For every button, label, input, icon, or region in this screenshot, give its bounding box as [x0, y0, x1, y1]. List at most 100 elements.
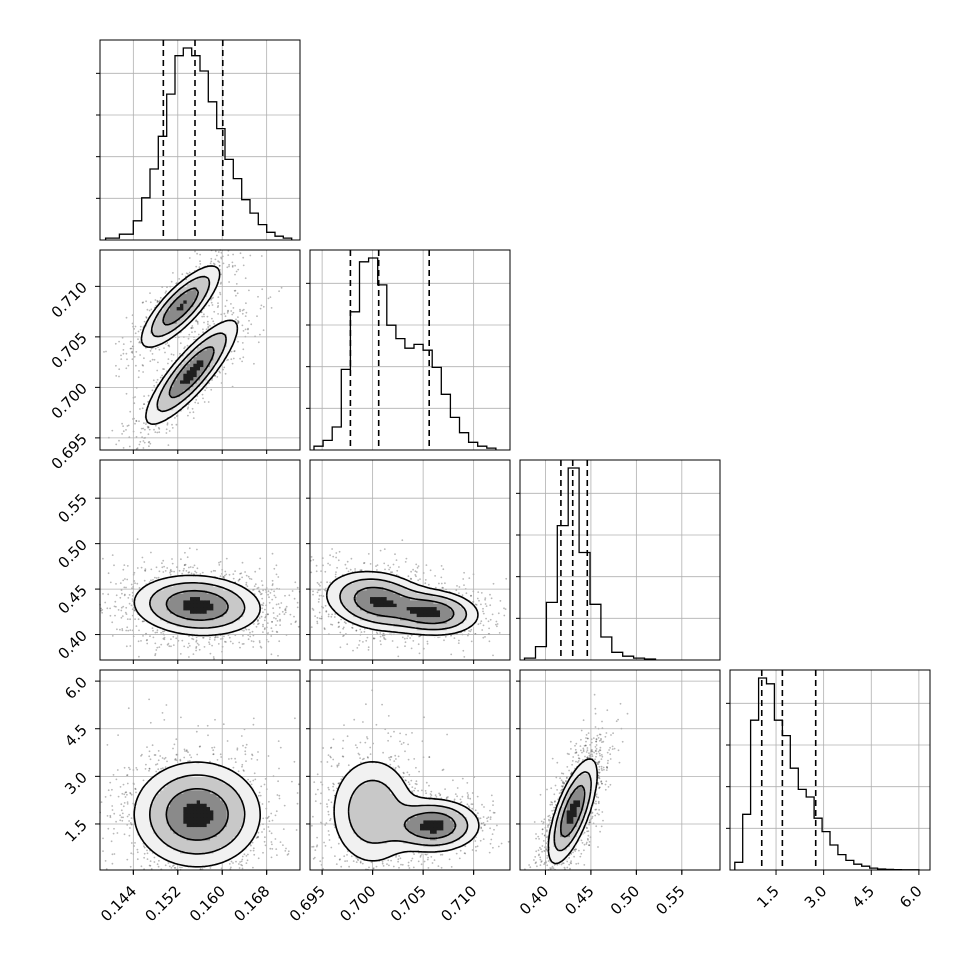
scatter-point — [225, 573, 228, 576]
scatter-point — [228, 265, 230, 268]
scatter-point — [217, 260, 220, 263]
scatter-point — [482, 624, 485, 627]
scatter-point — [260, 615, 263, 618]
scatter-point — [244, 328, 247, 331]
scatter-point — [104, 860, 107, 862]
scatter-point — [111, 554, 114, 556]
scatter-point — [271, 552, 274, 555]
scatter-point — [269, 296, 272, 298]
scatter-point — [128, 445, 131, 448]
scatter-point — [141, 620, 144, 623]
scatter-point — [244, 750, 247, 753]
scatter-point — [157, 426, 160, 429]
scatter-point — [230, 866, 232, 869]
scatter-point — [162, 630, 164, 633]
scatter-point — [373, 637, 376, 640]
scatter-point — [242, 330, 245, 332]
scatter-point — [124, 593, 126, 596]
scatter-point — [188, 333, 191, 336]
scatter-point — [236, 292, 239, 295]
scatter-point — [458, 592, 460, 595]
scatter-point — [187, 337, 190, 340]
scatter-point — [213, 746, 216, 749]
scatter-point — [107, 593, 110, 596]
scatter-point — [217, 313, 220, 315]
scatter-point — [237, 770, 240, 773]
scatter-point — [169, 568, 172, 571]
scatter-point — [166, 423, 169, 426]
scatter-point — [239, 308, 241, 311]
scatter-point — [427, 583, 430, 586]
scatter-point — [122, 349, 125, 351]
scatter-point — [416, 566, 419, 569]
scatter-point — [187, 414, 189, 417]
scatter-point — [245, 581, 248, 584]
scatter-point — [168, 345, 171, 348]
scatter-point — [369, 563, 372, 565]
scatter-point — [195, 647, 198, 649]
scatter-point — [257, 623, 259, 626]
scatter-point — [241, 309, 244, 312]
scatter-point — [143, 403, 146, 405]
scatter-point — [268, 596, 270, 599]
scatter-point — [166, 567, 169, 569]
scatter-point — [125, 392, 128, 395]
scatter-point — [417, 565, 420, 567]
scatter-point — [496, 625, 498, 628]
scatter-point — [285, 605, 288, 608]
scatter-point — [262, 625, 264, 628]
scatter-point — [398, 566, 400, 568]
scatter-point — [232, 577, 235, 580]
scatter-point — [376, 564, 379, 566]
scatter-point — [347, 570, 350, 573]
scatter-point — [126, 801, 129, 803]
scatter-point — [238, 641, 241, 644]
scatter-point — [503, 607, 505, 610]
scatter-point — [241, 324, 244, 327]
scatter-point — [257, 619, 259, 621]
scatter-point — [130, 583, 133, 586]
scatter-point — [327, 613, 330, 616]
scatter-point — [327, 562, 329, 565]
scatter-point — [316, 591, 319, 594]
scatter-point — [363, 630, 366, 633]
scatter-point — [175, 282, 178, 285]
scatter-point — [194, 570, 197, 573]
scatter-point — [240, 572, 243, 575]
scatter-point — [141, 364, 144, 366]
scatter-point — [294, 621, 297, 624]
scatter-point — [218, 265, 221, 267]
scatter-point — [260, 785, 263, 788]
scatter-point — [384, 638, 387, 641]
scatter-point — [409, 637, 411, 639]
scatter-point — [145, 300, 148, 303]
scatter-point — [248, 319, 250, 322]
scatter-point — [149, 860, 152, 862]
scatter-point — [142, 620, 145, 623]
scatter-point — [323, 627, 326, 629]
scatter-point — [232, 253, 235, 256]
scatter-point — [183, 347, 186, 350]
scatter-point — [197, 333, 200, 336]
scatter-point — [109, 607, 111, 610]
scatter-point — [223, 577, 226, 580]
scatter-point — [129, 618, 132, 621]
scatter-point — [123, 766, 126, 769]
scatter-point — [434, 575, 436, 577]
scatter-point — [171, 562, 174, 565]
scatter-point — [211, 304, 214, 306]
scatter-point — [146, 852, 149, 855]
scatter-point — [114, 600, 117, 603]
scatter-point — [261, 597, 264, 600]
scatter-point — [125, 367, 128, 370]
scatter-point — [131, 598, 134, 600]
scatter-point — [257, 295, 259, 298]
scatter-point — [244, 753, 247, 756]
scatter-point — [264, 615, 267, 618]
scatter-point — [375, 631, 378, 634]
scatter-point — [278, 606, 281, 609]
scatter-point — [220, 313, 223, 316]
scatter-point — [497, 612, 500, 615]
scatter-point — [312, 609, 315, 611]
scatter-point — [260, 592, 263, 595]
